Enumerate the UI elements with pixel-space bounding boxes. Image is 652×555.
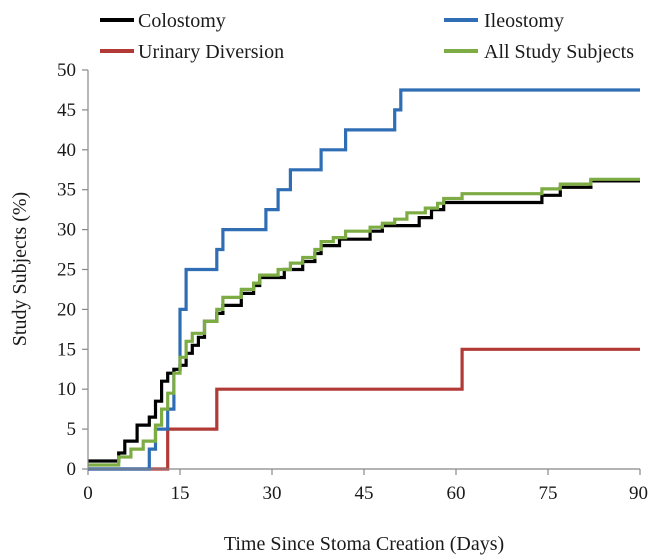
y-tick-label: 35: [57, 180, 76, 201]
legend-label-urinary-diversion: Urinary Diversion: [138, 41, 284, 63]
y-tick-label: 10: [57, 379, 76, 400]
series-line-urinary-diversion: [88, 347, 640, 471]
y-tick-label: 0: [67, 459, 77, 480]
y-tick-label: 15: [57, 339, 76, 360]
series-line-colostomy: [88, 179, 640, 463]
x-tick-label: 75: [539, 483, 558, 504]
y-axis-ticks: 0 5 10 15 20 25 30 35 40 45 50: [57, 60, 88, 480]
x-tick-label: 45: [355, 483, 374, 504]
series-line-all-study-subjects: [88, 177, 640, 467]
x-tick-label: 30: [263, 483, 282, 504]
y-tick-label: 30: [57, 220, 76, 241]
x-axis-title: Time Since Stoma Creation (Days): [224, 533, 504, 555]
x-tick-label: 90: [629, 483, 648, 504]
series-line-ileostomy: [88, 88, 640, 471]
legend-label-all-study-subjects: All Study Subjects: [484, 41, 634, 63]
x-tick-label: 0: [83, 483, 93, 504]
y-tick-label: 20: [57, 299, 76, 320]
y-tick-label: 50: [57, 60, 76, 81]
y-tick-label: 45: [57, 100, 76, 121]
series-lines: [88, 88, 640, 471]
x-axis-ticks: 0 15 30 45 60 75 90: [83, 469, 648, 504]
y-tick-label: 25: [57, 260, 76, 281]
x-tick-label: 60: [447, 483, 466, 504]
legend-label-colostomy: Colostomy: [138, 10, 226, 32]
y-tick-label: 40: [57, 140, 76, 161]
legend: Colostomy Ileostomy Urinary Diversion Al…: [100, 10, 634, 63]
x-tick-label: 15: [171, 483, 190, 504]
y-tick-label: 5: [67, 419, 77, 440]
y-axis-title: Study Subjects (%): [9, 192, 31, 346]
legend-label-ileostomy: Ileostomy: [484, 10, 564, 32]
